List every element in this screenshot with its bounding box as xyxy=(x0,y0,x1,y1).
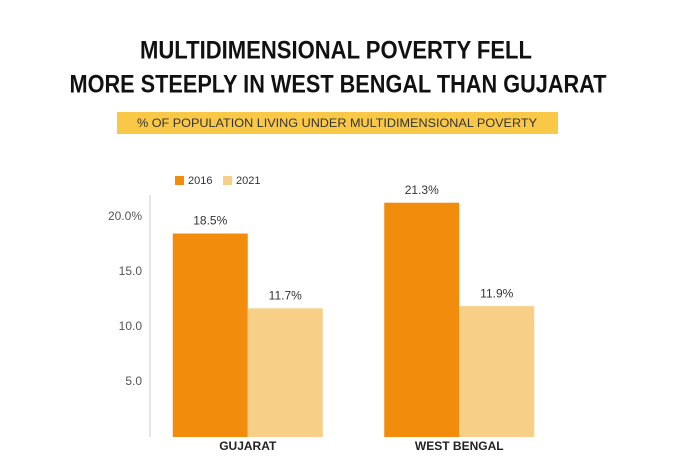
value-label: 21.3% xyxy=(405,183,439,197)
y-tick-label: 15.0 xyxy=(119,264,143,278)
value-label: 11.9% xyxy=(480,286,513,300)
value-label: 11.7% xyxy=(269,288,302,302)
legend-label: 2016 xyxy=(188,175,212,187)
chart-title: MULTIDIMENSIONAL POVERTY FELL xyxy=(140,37,532,65)
x-tick-label: WEST BENGAL xyxy=(415,439,504,453)
legend-swatch xyxy=(175,176,184,185)
bar xyxy=(247,308,323,437)
subtitle-box xyxy=(117,112,558,134)
subtitle: % OF POPULATION LIVING UNDER MULTIDIMENS… xyxy=(137,116,537,130)
bar xyxy=(172,233,248,437)
y-tick-label: 5.0 xyxy=(125,374,142,388)
legend-label: 2021 xyxy=(236,175,260,187)
chart-title: MORE STEEPLY IN WEST BENGAL THAN GUJARAT xyxy=(70,71,607,99)
value-label: 18.5% xyxy=(193,214,227,228)
bar xyxy=(459,306,535,437)
y-tick-label: 10.0 xyxy=(119,319,143,333)
y-tick-label: 20.0% xyxy=(108,209,142,223)
legend-swatch xyxy=(223,176,232,185)
bar xyxy=(384,202,460,437)
x-tick-label: GUJARAT xyxy=(219,439,277,453)
